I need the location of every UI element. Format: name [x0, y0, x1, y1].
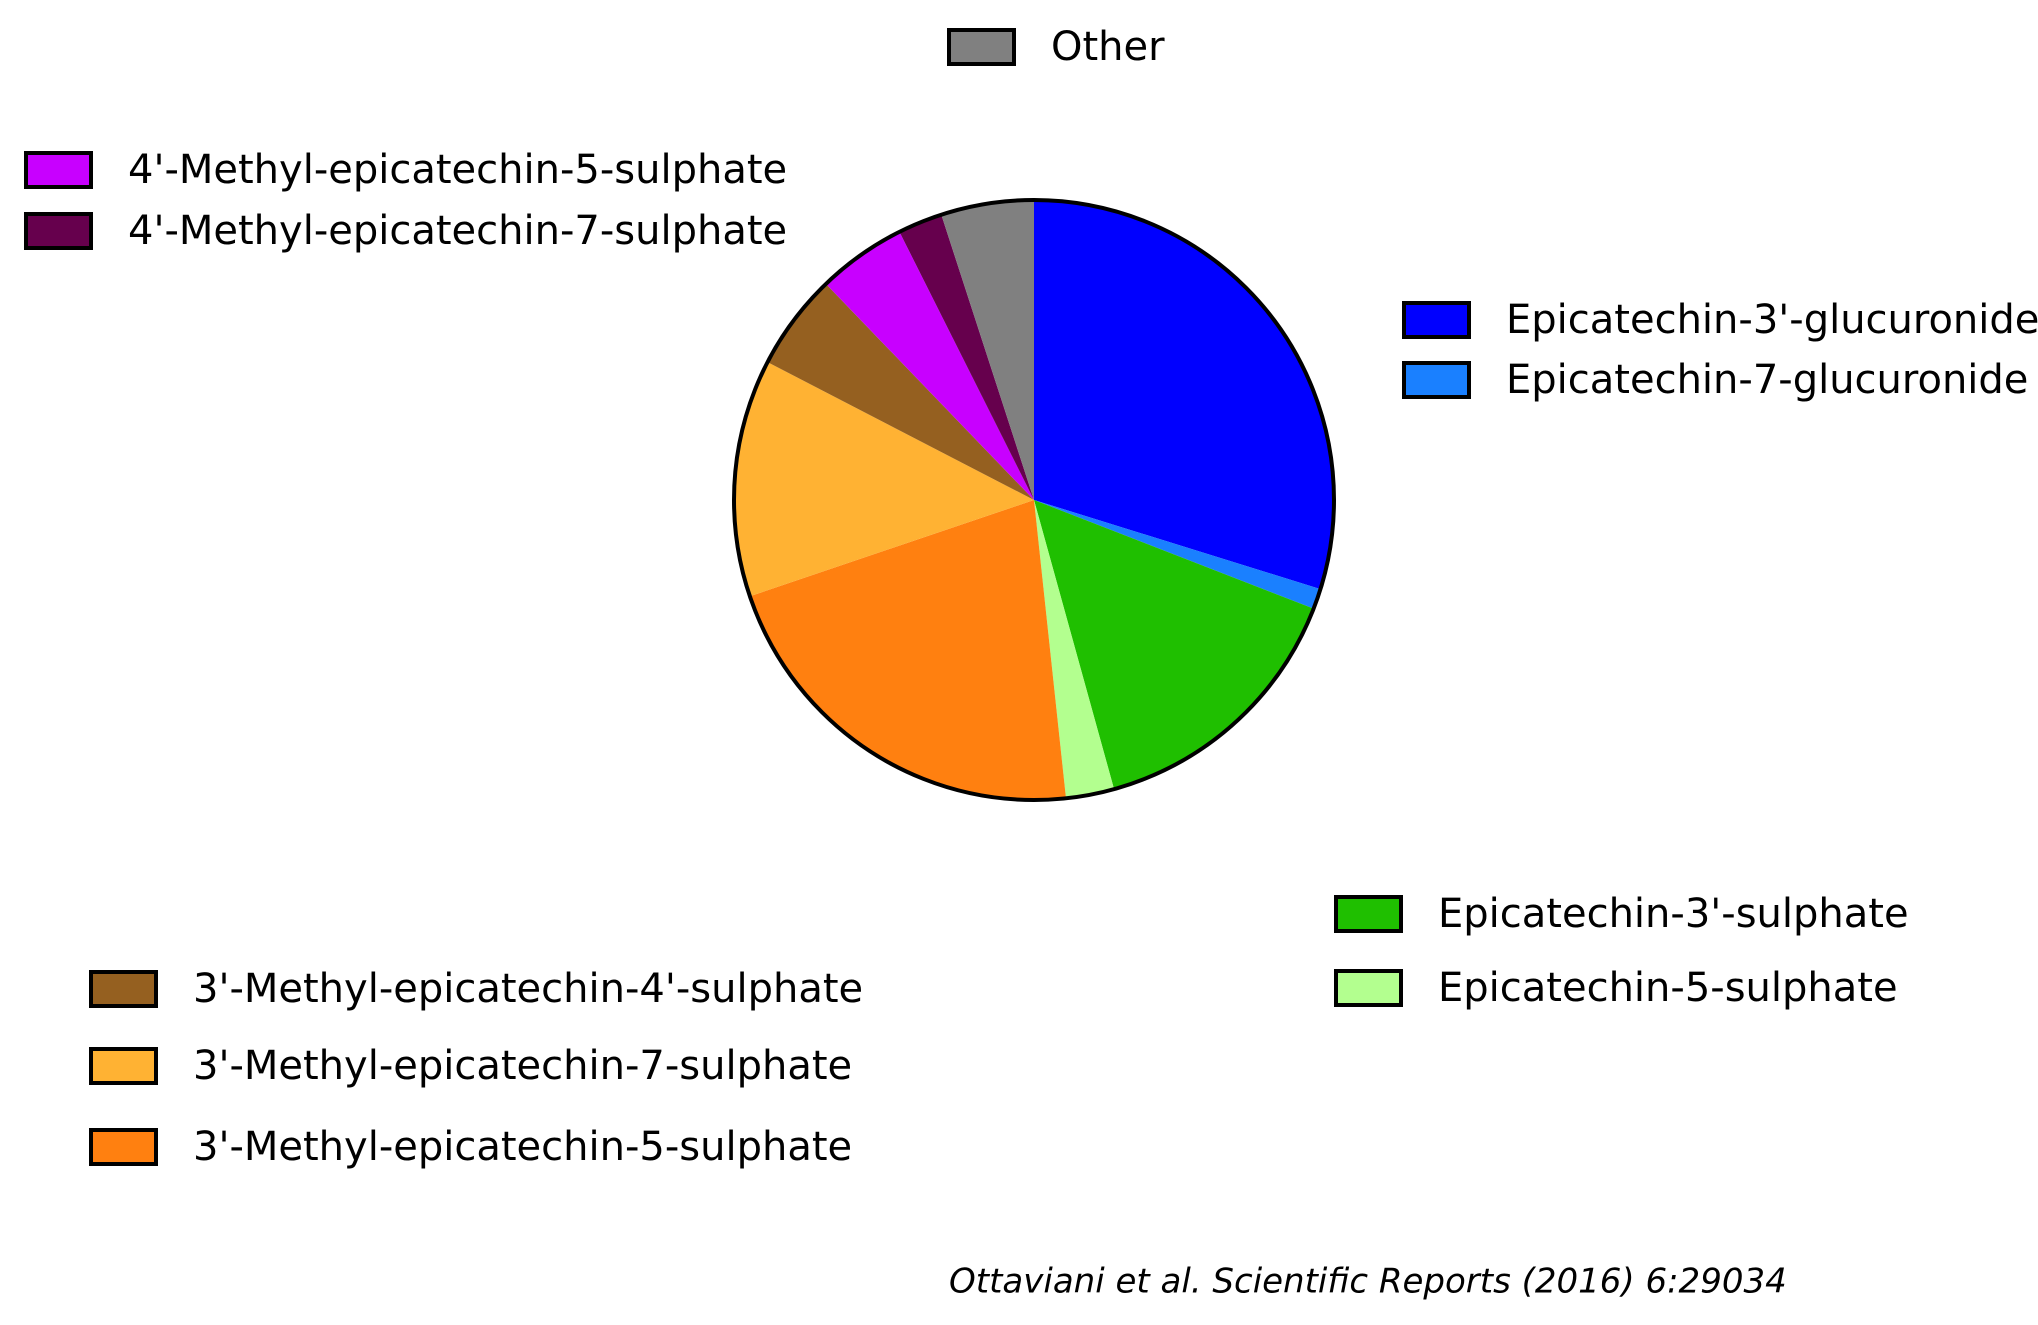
- pie-slice: [767, 283, 1034, 500]
- pie-slice: [1034, 500, 1115, 799]
- legend-label: 3'-Methyl-epicatechin-7-sulphate: [193, 1043, 852, 1089]
- pie-slice: [749, 500, 1066, 800]
- legend-label: 3'-Methyl-epicatechin-4'-sulphate: [193, 966, 863, 1012]
- legend-swatch: [24, 151, 93, 189]
- legend-label: 4'-Methyl-epicatechin-5-sulphate: [128, 147, 787, 193]
- legend-swatch: [1402, 301, 1471, 339]
- legend-swatch: [1334, 969, 1403, 1007]
- legend-label: Epicatechin-5-sulphate: [1438, 965, 1898, 1011]
- source-note: Ottaviani et al. Scientific Reports (201…: [949, 1262, 1787, 1302]
- legend-label: Epicatechin-3'-glucuronide: [1506, 297, 2038, 343]
- pie-slice: [941, 200, 1034, 500]
- legend-label: Epicatechin-7-glucuronide: [1506, 357, 2028, 403]
- legend-label: 4'-Methyl-epicatechin-7-sulphate: [128, 208, 787, 254]
- pie-outline: [732, 198, 1336, 802]
- legend-swatch: [89, 1128, 158, 1166]
- pie-slice: [825, 231, 1034, 500]
- legend-swatch: [947, 28, 1016, 66]
- legend-swatch: [89, 970, 158, 1008]
- legend-label: Other: [1051, 24, 1165, 70]
- pie-slice: [1034, 500, 1321, 609]
- pie-slice: [734, 362, 1034, 597]
- pie-slice: [899, 214, 1034, 500]
- pie-slice: [1034, 500, 1314, 790]
- legend-label: Epicatechin-3'-sulphate: [1438, 891, 1909, 937]
- legend-label: 3'-Methyl-epicatechin-5-sulphate: [193, 1124, 852, 1170]
- legend-swatch: [1402, 361, 1471, 399]
- pie-slice: [1034, 200, 1334, 590]
- legend-swatch: [1334, 895, 1403, 933]
- legend-swatch: [89, 1047, 158, 1085]
- legend-swatch: [24, 212, 93, 250]
